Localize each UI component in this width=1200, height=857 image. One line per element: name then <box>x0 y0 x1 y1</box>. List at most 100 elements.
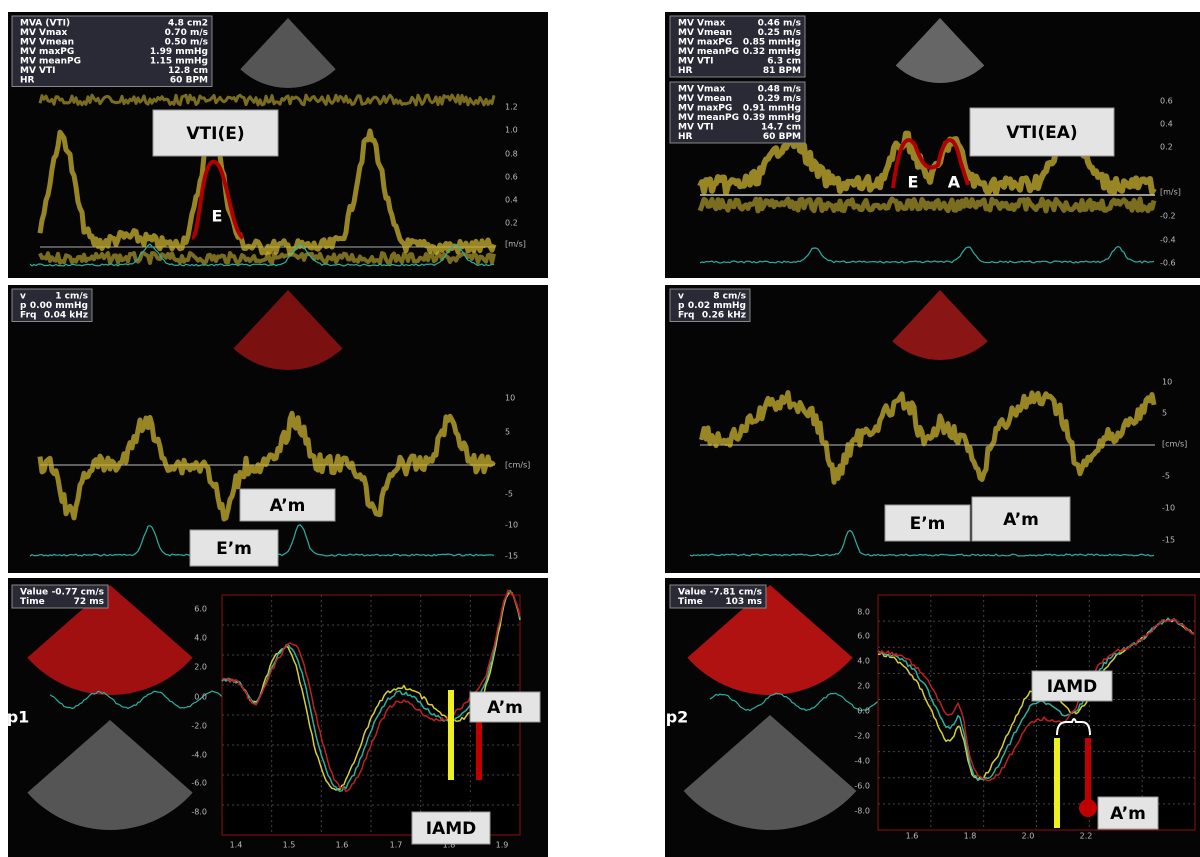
scale-label: -0.6 <box>1160 259 1176 268</box>
annotation: p2 <box>666 708 689 727</box>
x-scale-label: 1.6 <box>336 841 349 850</box>
scale-label: 5 <box>1162 409 1167 418</box>
scale-label: 0.6 <box>1160 97 1173 106</box>
scale-label: 10 <box>1162 378 1172 387</box>
annotation: A’m <box>270 496 306 516</box>
scale-label: -10 <box>505 521 518 530</box>
scale-label: -5 <box>1162 472 1170 481</box>
annotation: E’m <box>910 514 946 534</box>
measurement-label: MV Vmean <box>678 94 732 104</box>
scale-label: 5 <box>505 428 510 437</box>
measurement-label: MV VTI <box>678 123 714 133</box>
scale-label: [cm/s] <box>1162 440 1187 449</box>
scale-label: -6.0 <box>854 782 870 791</box>
measurement-value: 0.25 m/s <box>758 28 801 38</box>
annotation: E <box>908 173 919 192</box>
measurement-label: HR <box>20 76 35 86</box>
scale-label: -2.0 <box>191 722 207 731</box>
measurement-label: MV maxPG <box>678 104 732 114</box>
scale-label: [cm/s] <box>505 461 530 470</box>
annotation: IAMD <box>426 819 477 839</box>
scale-label: 4.0 <box>857 657 870 666</box>
measurement-label: p <box>678 301 685 311</box>
x-scale-label: 2.2 <box>1080 832 1093 841</box>
scale-label: 10 <box>505 394 515 403</box>
measurement-label: MV Vmean <box>20 38 74 48</box>
x-scale-label: 1.9 <box>496 841 509 850</box>
annotation: A’m <box>487 698 523 718</box>
measurement-value: 72 ms <box>74 597 104 607</box>
measurement-value: 0.85 mmHg <box>743 38 801 48</box>
annotation: A’m <box>1110 804 1146 824</box>
measurement-label: v <box>678 292 684 302</box>
x-scale-label: 2.0 <box>1022 832 1035 841</box>
scale-label: -15 <box>1162 536 1175 545</box>
scale-label: 2.0 <box>194 663 207 672</box>
scale-label: 0.8 <box>505 150 518 159</box>
measurement-label: Time <box>678 597 703 607</box>
scale-label: -15 <box>505 552 518 561</box>
annotation: VTI(E) <box>186 124 244 144</box>
measurement-label: MV Vmax <box>678 85 725 95</box>
measurement-label: Frq <box>678 311 694 321</box>
measurement-value: 4.8 cm2 <box>168 19 208 29</box>
x-scale-label: 1.7 <box>390 841 403 850</box>
measurement-value: 1 cm/s <box>55 292 88 302</box>
measurement-value: 12.8 cm <box>168 66 208 76</box>
measurement-value: 0.46 m/s <box>758 19 801 29</box>
measurement-value: -0.77 cm/s <box>52 588 104 598</box>
measurement-label: MV maxPG <box>20 47 74 57</box>
measurement-label: MV Vmax <box>20 28 67 38</box>
measurement-label: v <box>20 292 26 302</box>
scale-label: [m/s] <box>505 240 526 249</box>
scale-label: -4.0 <box>191 751 207 760</box>
measurement-value: 0.26 kHz <box>702 311 746 321</box>
measurement-label: MVA (VTI) <box>20 19 70 29</box>
measurement-value: 103 ms <box>725 597 762 607</box>
figure: MVA (VTI) 4.8 cm2 MV Vmax 0.70 m/s MV Vmean 0… <box>0 0 1200 857</box>
annotation: VTI(EA) <box>1006 123 1077 143</box>
measurement-label: Value <box>678 588 706 598</box>
measurement-value: 0.02 mmHg <box>688 301 746 311</box>
scale-label: 4.0 <box>194 634 207 643</box>
x-scale-label: 1.6 <box>906 832 919 841</box>
measurement-label: MV VTI <box>20 66 56 76</box>
measurement-label: MV VTI <box>678 57 714 67</box>
measurement-label: HR <box>678 66 693 76</box>
scale-label: -4.0 <box>854 757 870 766</box>
measurement-label: MV meanPG <box>20 57 81 67</box>
measurement-value: 0.32 mmHg <box>743 47 801 57</box>
measurement-value: 6.3 cm <box>767 57 801 67</box>
marker-yellow <box>1054 738 1060 828</box>
measurement-label: Value <box>20 588 48 598</box>
measurement-label: HR <box>678 132 693 142</box>
measurement-label: MV meanPG <box>678 113 739 123</box>
annotation: A <box>948 173 961 192</box>
annotation: E’m <box>216 539 252 559</box>
measurement-value: 0.04 kHz <box>44 311 88 321</box>
scale-label: -5 <box>505 490 513 499</box>
scale-label: -10 <box>1162 504 1175 513</box>
annotation: IAMD <box>1047 677 1098 697</box>
scale-label: 0.6 <box>505 173 518 182</box>
scale-label: 6.0 <box>857 632 870 641</box>
scale-label: -6.0 <box>191 779 207 788</box>
scale-label: -8.0 <box>191 808 207 817</box>
annotation: A’m <box>1003 510 1039 530</box>
measurement-value: 81 BPM <box>763 66 801 76</box>
measurement-value: 60 BPM <box>170 76 208 86</box>
measurement-label: Time <box>20 597 45 607</box>
x-scale-label: 1.5 <box>283 841 296 850</box>
measurement-value: 0.70 m/s <box>165 28 208 38</box>
x-scale-label: 1.4 <box>230 841 243 850</box>
scale-label: 2.0 <box>857 682 870 691</box>
scale-label: 0.0 <box>194 693 207 702</box>
measurement-label: p <box>20 301 27 311</box>
scale-label: 0.4 <box>1160 120 1173 129</box>
measurement-value: 14.7 cm <box>761 123 801 133</box>
measurement-value: 1.99 mmHg <box>150 47 208 57</box>
measurement-value: 0.50 m/s <box>165 38 208 48</box>
measurement-value: 8 cm/s <box>713 292 746 302</box>
measurement-value: 1.15 mmHg <box>150 57 208 67</box>
scale-label: 0.4 <box>505 196 518 205</box>
